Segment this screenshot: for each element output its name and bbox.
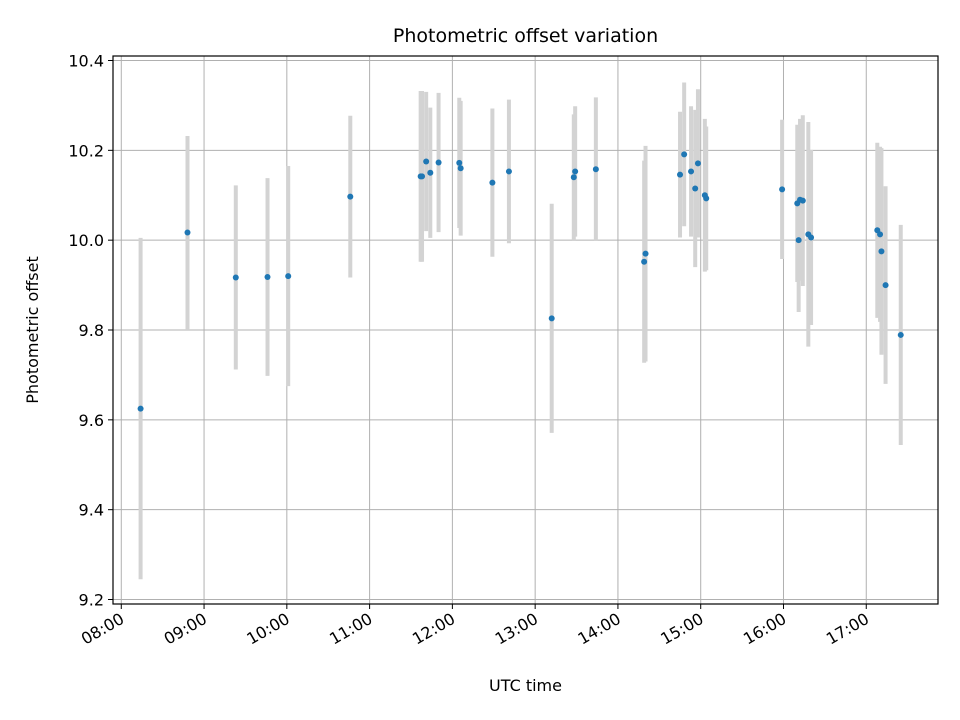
- data-point: [779, 186, 786, 193]
- y-tick-label: 10.2: [68, 141, 104, 160]
- data-point: [882, 282, 889, 289]
- x-tick-label: 16:00: [740, 609, 789, 649]
- x-tick-label: 17:00: [823, 609, 872, 649]
- data-point: [808, 234, 815, 241]
- error-bars: [138, 82, 903, 580]
- data-point: [592, 166, 599, 173]
- y-tick-label: 10.4: [68, 51, 104, 70]
- y-tick-label: 9.6: [79, 411, 104, 430]
- data-point: [456, 159, 463, 166]
- data-point: [570, 174, 577, 181]
- data-point: [681, 151, 688, 158]
- data-point: [232, 274, 239, 281]
- data-point: [688, 168, 695, 175]
- data-point: [264, 273, 271, 280]
- y-tick-label: 9.2: [79, 591, 104, 610]
- data-point: [692, 185, 699, 192]
- y-tick-label: 9.4: [79, 501, 104, 520]
- data-point: [642, 250, 649, 257]
- data-point: [184, 229, 191, 236]
- data-point: [285, 273, 292, 280]
- y-tick-label: 10.0: [68, 231, 104, 250]
- data-point: [878, 248, 885, 255]
- grid-lines: [113, 56, 938, 604]
- data-point: [572, 168, 579, 175]
- chart-title: Photometric offset variation: [393, 25, 658, 47]
- data-point: [548, 315, 555, 322]
- data-point: [419, 173, 426, 180]
- x-tick-label: 09:00: [161, 609, 210, 649]
- data-point: [435, 159, 442, 166]
- data-point: [799, 197, 806, 204]
- data-point: [694, 160, 701, 167]
- x-tick-label: 08:00: [78, 609, 127, 649]
- data-point: [489, 179, 496, 186]
- x-axis-title: UTC time: [489, 676, 562, 695]
- x-tick-label: 15:00: [657, 609, 706, 649]
- data-point: [897, 331, 904, 338]
- data-points: [137, 151, 904, 412]
- y-axis-title: Photometric offset: [23, 256, 42, 404]
- data-point: [795, 237, 802, 244]
- x-tick-label: 11:00: [326, 609, 375, 649]
- x-tick-label: 10:00: [243, 609, 292, 649]
- x-tick-label: 13:00: [492, 609, 541, 649]
- y-tick-label: 9.8: [79, 321, 104, 340]
- data-point: [347, 193, 354, 200]
- data-point: [641, 258, 648, 265]
- data-point: [457, 165, 464, 172]
- data-point: [427, 169, 434, 176]
- data-point: [137, 405, 144, 412]
- x-tick-label: 14:00: [575, 609, 624, 649]
- x-tick-label: 12:00: [409, 609, 458, 649]
- data-point: [703, 195, 710, 202]
- data-point: [505, 168, 512, 175]
- data-point: [877, 231, 884, 238]
- data-point: [423, 158, 430, 165]
- data-point: [677, 171, 684, 178]
